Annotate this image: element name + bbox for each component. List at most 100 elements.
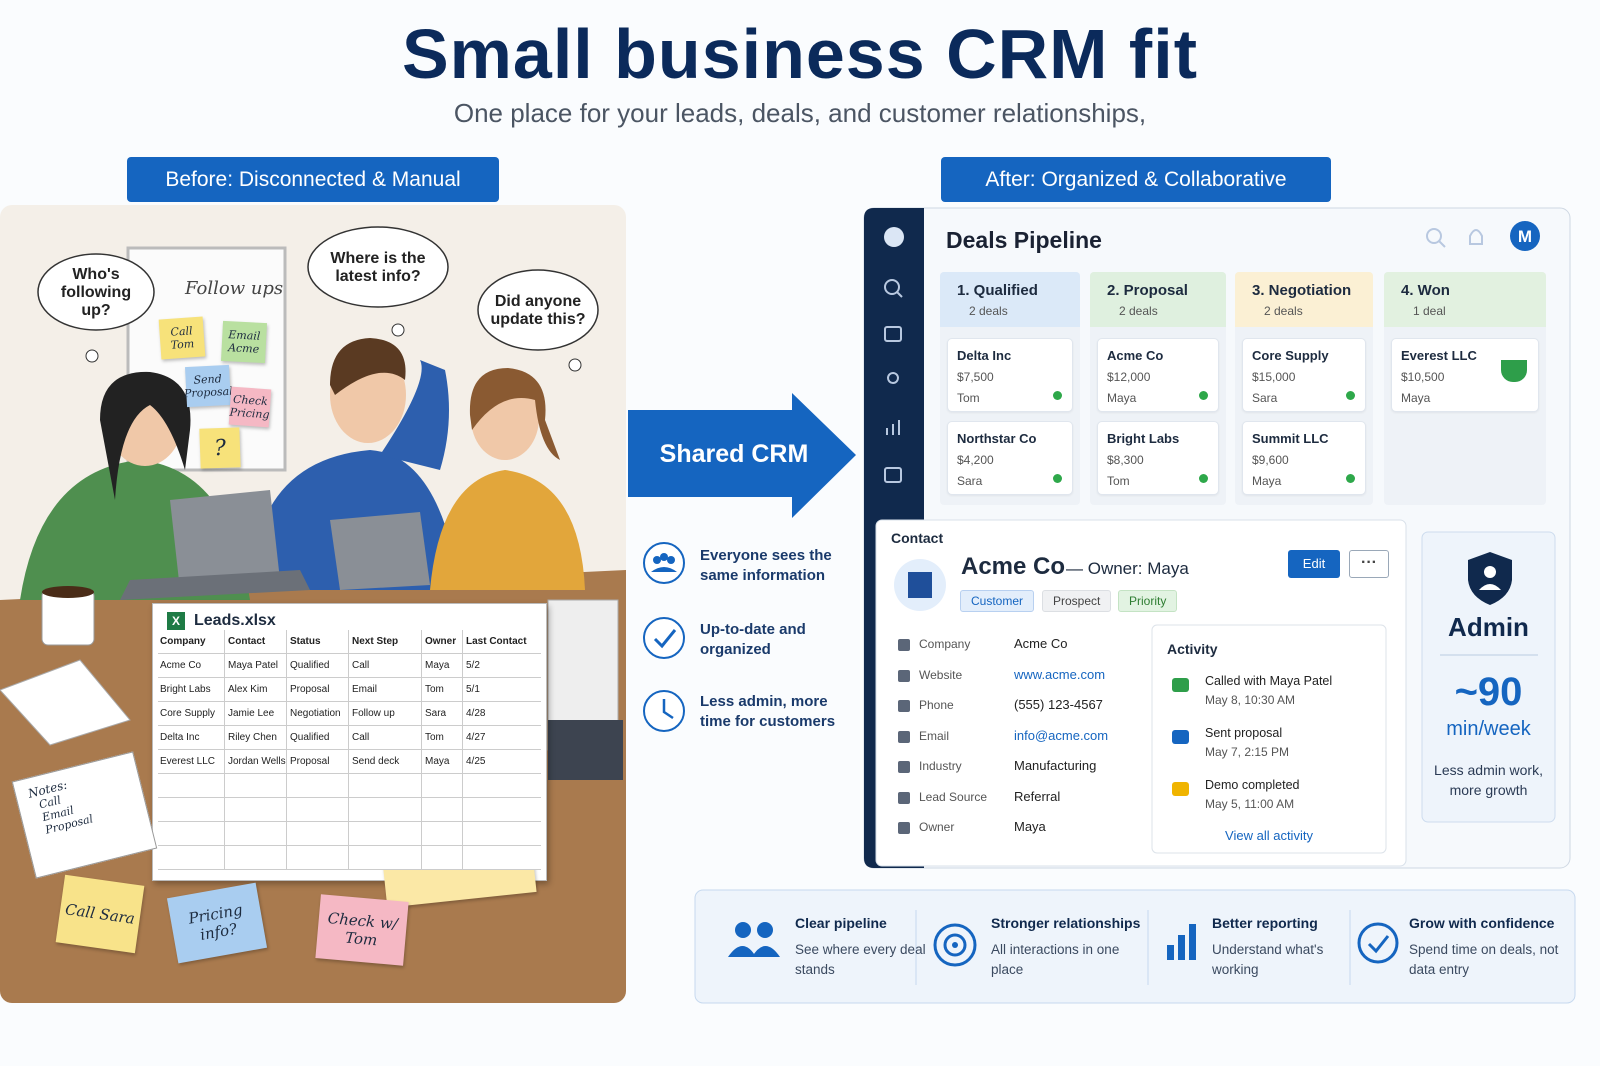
arrow-label: Shared CRM [659,440,809,468]
decoration [884,227,904,247]
sheet-cell: Negotiation [290,708,341,719]
deal-owner: Maya [1107,391,1137,405]
activity-text: Demo completed [1205,778,1300,792]
sheet-cell: Follow up [352,708,395,719]
decoration [884,467,902,483]
stage-count: 2 deals [1264,304,1303,318]
decoration [651,567,677,572]
decoration [41,589,95,646]
sheet-header: Owner [425,636,457,647]
deal-card[interactable] [1097,338,1219,412]
stage-header [940,272,1080,327]
contact-tag: Customer [960,590,1035,612]
deal-company: Summit LLC [1252,431,1329,446]
stage-name: 3. Negotiation [1252,282,1352,299]
decoration [628,393,856,518]
decoration [1484,566,1496,578]
decoration [120,570,310,600]
deal-amount: $12,000 [1107,370,1151,384]
stage-count: 1 deal [1413,304,1446,318]
sheet-cell: Call [352,660,370,671]
decoration [667,556,675,564]
decoration [330,338,406,395]
field-value[interactable]: info@acme.com [1014,727,1109,743]
stage-count: 2 deals [969,304,1008,318]
sheet-cell: Alex Kim [228,684,268,695]
status-dot [1199,391,1208,400]
field-icon [898,730,910,743]
title: Small business CRM fit [401,15,1199,93]
field-label: Owner [919,820,955,834]
field-value: Manufacturing [1014,758,1097,773]
view-all-link[interactable]: View all activity [1225,828,1313,843]
sheet-header: Contact [228,636,266,647]
sheet-cell: Bright Labs [160,684,211,695]
deal-card[interactable] [1242,421,1366,495]
app-title: Deals Pipeline [946,227,1102,253]
sheet-grid [158,630,541,870]
deal-card[interactable] [947,338,1073,412]
field-value: (555) 123-4567 [1014,697,1103,712]
deal-amount: $9,600 [1252,453,1289,467]
deal-owner: Tom [1107,474,1130,488]
deal-company: Northstar Co [957,431,1037,446]
whiteboard-title: Follow ups [185,278,284,299]
sheet-header: Status [290,636,321,647]
subtitle: One place for your leads, deals, and cus… [453,98,1147,128]
decoration [1189,924,1196,960]
decoration [887,372,899,384]
stage-header [1235,272,1373,327]
decoration [42,586,94,598]
decoration [1468,552,1512,605]
sheet-col-line [286,630,287,870]
benefit: Everyone sees the same information [700,547,832,584]
contact-tag: Prospect [1042,590,1112,612]
deal-card[interactable] [1097,421,1219,495]
feature-text: Spend time on deals, not data entry [1409,942,1559,977]
deal-company: Bright Labs [1107,431,1180,446]
admin-text: Less admin work, more growth [1434,762,1543,798]
sheet-col-line [348,630,349,870]
spreadsheet-title: Leads.xlsx [194,612,276,629]
decoration [477,269,599,351]
edit-button[interactable]: Edit [1288,550,1340,578]
deal-card[interactable] [1242,338,1366,412]
more-button[interactable]: ··· [1349,550,1389,578]
sheet-cell: Qualified [290,660,330,671]
decoration [380,360,449,470]
deal-owner: Tom [957,391,980,405]
deal-owner: Sara [957,474,983,488]
deal-card[interactable] [947,421,1073,495]
admin-value: ~90 [1454,670,1523,714]
field-value[interactable]: www.acme.com [1014,666,1106,682]
sheet-cell: Everest LLC [160,756,216,767]
feature-text: All interactions in one place [991,942,1120,977]
deal-amount: $4,200 [957,453,994,467]
status-dot [1346,391,1355,400]
decoration [728,946,780,957]
status-dot [1346,474,1355,483]
decoration [469,368,560,460]
field-value: Referral [1014,788,1061,804]
decoration [952,942,958,948]
decoration [1469,229,1483,245]
field-label: Lead Source [919,789,988,804]
sheet-header: Last Contact [466,636,527,647]
decoration [568,358,582,372]
decoration [307,226,449,308]
sheet-cell: 5/2 [466,660,480,671]
sheet-cell: Core Supply [160,708,216,719]
feature-title: Better reporting [1212,915,1318,931]
contact-tag: Priority [1118,590,1178,612]
activity-icon [1172,782,1189,796]
decoration [430,470,585,590]
sheet-cell: Maya Patel [228,660,279,671]
sticky-note: Call Tom [158,316,206,360]
avatar[interactable]: M [1517,227,1533,246]
decoration [908,572,932,598]
admin-title: Admin [1448,612,1529,642]
status-dot [1053,391,1062,400]
field-label: Industry [919,759,962,773]
sheet-cell: Tom [425,732,444,743]
